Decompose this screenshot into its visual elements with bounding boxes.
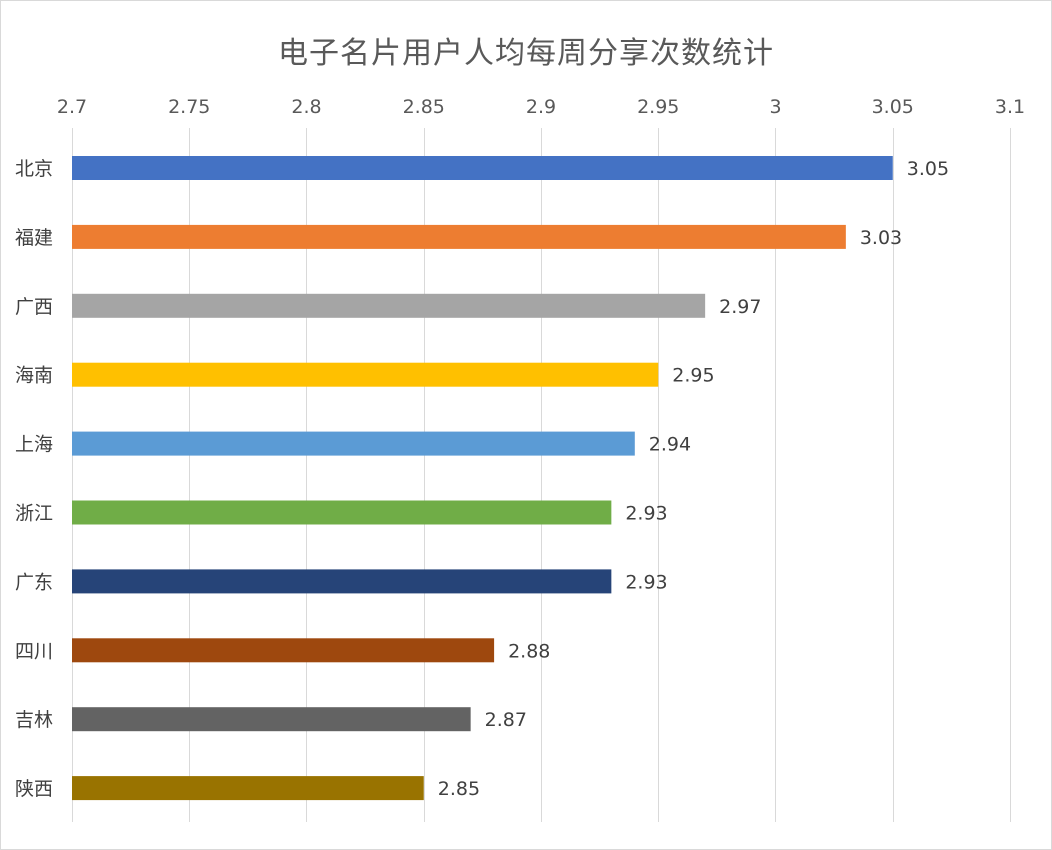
category-label: 四川 [15,640,53,662]
x-axis-ticks: 2.7 2.75 2.8 2.85 2.9 2.95 3 3.05 3.1 [57,96,1025,118]
x-tick-label: 2.85 [403,96,445,118]
x-tick-label: 3 [769,96,781,118]
data-label: 2.87 [485,709,527,731]
data-label: 2.85 [438,778,480,800]
bar [72,776,424,801]
category-label: 广西 [15,296,53,318]
bars [72,156,893,801]
data-label: 3.03 [860,227,902,249]
bar [72,431,635,456]
x-tick-label: 2.8 [291,96,321,118]
x-tick-label: 2.95 [637,96,679,118]
category-label: 上海 [15,434,53,456]
x-tick-label: 2.75 [168,96,210,118]
x-tick-label: 2.9 [526,96,556,118]
data-label: 2.97 [719,296,761,318]
category-label: 福建 [15,227,53,249]
x-tick-label: 2.7 [57,96,87,118]
category-label: 吉林 [15,709,53,731]
bar [72,569,612,594]
x-tick-label: 3.1 [995,96,1025,118]
bar [72,500,612,525]
bar [72,156,893,180]
data-labels: 3.05 3.03 2.97 2.95 2.94 2.93 2.93 2.88 2.87 2.85 [438,158,949,800]
data-label: 3.05 [907,158,949,180]
bar [72,707,471,732]
category-label: 陕西 [15,778,53,800]
data-label: 2.93 [625,503,667,525]
bar [72,362,659,387]
bar [72,638,495,663]
bar [72,224,846,249]
data-label: 2.94 [649,434,691,456]
category-label: 浙江 [15,503,53,525]
x-tick-label: 3.05 [872,96,914,118]
data-label: 2.95 [672,365,714,387]
chart-title: 电子名片用户人均每周分享次数统计 [278,36,774,71]
category-label: 北京 [15,158,53,180]
data-label: 2.93 [625,571,667,593]
data-label: 2.88 [508,640,550,662]
category-label: 海南 [15,365,53,387]
bar [72,293,706,318]
category-label: 广东 [15,571,53,593]
